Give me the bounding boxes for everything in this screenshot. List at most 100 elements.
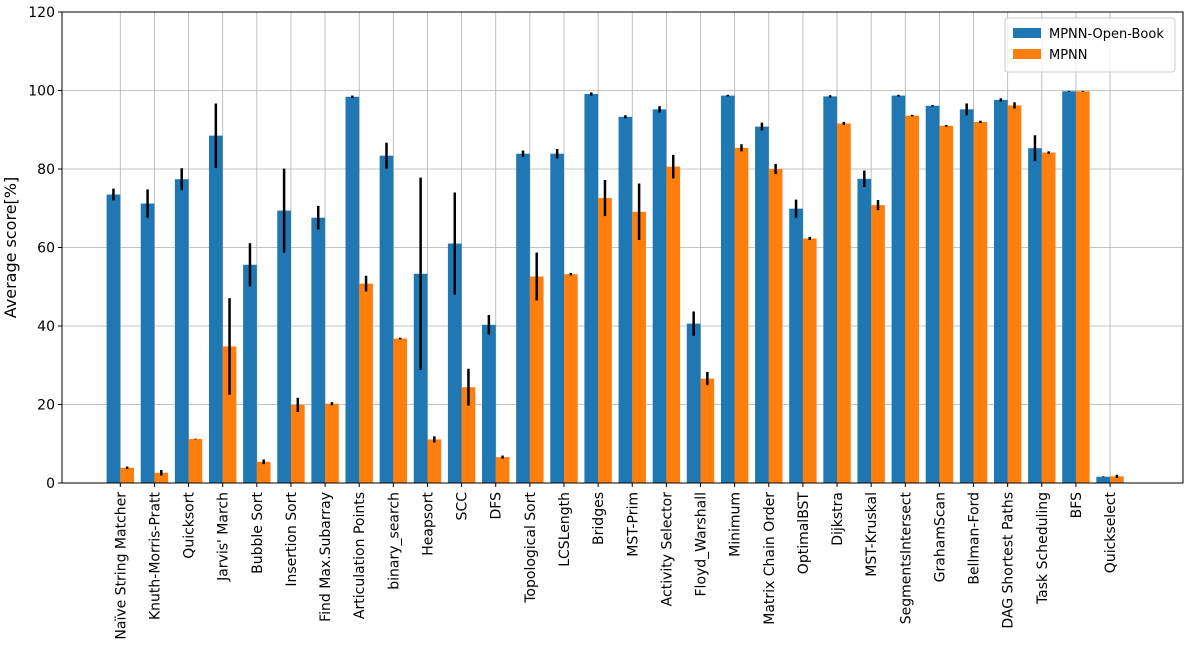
bar-mpnn <box>973 121 988 484</box>
bar-mpnn <box>939 125 954 483</box>
bar-open-book <box>516 153 530 483</box>
x-tick-label: DAG Shortest Paths <box>1001 492 1017 629</box>
x-tick-label: SCC <box>455 492 471 521</box>
bar-open-book <box>379 155 394 483</box>
x-tick-label: Task Scheduling <box>1035 492 1051 605</box>
bar-open-book <box>277 210 291 484</box>
bar-mpnn <box>154 472 169 483</box>
x-tick-label: Naïve String Matcher <box>113 492 129 640</box>
x-tick-label: Matrix Chain Order <box>762 492 778 625</box>
x-tick-label: Floyd_Warshall <box>694 492 710 597</box>
legend-swatch-open-book <box>1013 28 1041 38</box>
bar-open-book <box>106 194 121 483</box>
x-tick-label: DFS <box>489 492 505 520</box>
bar-open-book <box>311 217 326 484</box>
y-tick-label: 60 <box>37 241 55 257</box>
x-tick-label: GrahamScan <box>932 492 948 582</box>
bar-open-book <box>140 203 155 484</box>
bar-open-book <box>243 264 257 483</box>
error-bars <box>112 90 1119 478</box>
bar-mpnn <box>871 205 885 484</box>
bar-mpnn <box>734 147 749 483</box>
bars <box>106 91 1124 484</box>
legend-swatch-mpnn <box>1013 49 1041 59</box>
x-tick-label: MST-Prim <box>625 492 641 557</box>
x-tick-label: Insertion Sort <box>284 492 300 587</box>
legend: MPNN-Open-Book MPNN <box>1004 17 1176 73</box>
bar-open-book <box>686 323 701 483</box>
bar-mpnn <box>905 115 919 484</box>
x-tick-label: OptimalBST <box>796 492 812 575</box>
bar-open-book <box>618 116 633 484</box>
y-tick-label: 80 <box>37 162 55 178</box>
bar-mpnn <box>359 283 373 483</box>
x-tick-label: BFS <box>1069 492 1085 518</box>
bar-open-book <box>720 95 735 483</box>
bar-open-book <box>993 99 1008 484</box>
bar-mpnn <box>1110 476 1124 483</box>
bar-mpnn <box>837 123 851 483</box>
bar-mpnn <box>1041 152 1056 483</box>
legend-label-open-book: MPNN-Open-Book <box>1049 27 1164 42</box>
y-tick-label: 120 <box>28 5 55 21</box>
x-tick-label: Bubble Sort <box>250 491 266 573</box>
x-tick-label: Articulation Points <box>352 492 368 619</box>
x-tick-label: Knuth-Morris-Pratt <box>147 491 163 620</box>
bar-open-book <box>755 126 769 484</box>
y-tick-label: 0 <box>46 476 55 492</box>
x-tick-label: Bellman-Ford <box>967 492 983 585</box>
bar-open-book <box>345 96 360 483</box>
bar-mpnn <box>563 274 578 483</box>
bar-open-book <box>652 109 667 483</box>
bar-open-book <box>959 109 974 483</box>
bar-mpnn <box>700 378 715 483</box>
bar-open-book <box>1096 476 1111 483</box>
x-axis-ticks: Naïve String Matcher Knuth-Morris-Pratt Qu… <box>113 483 1119 640</box>
x-tick-label: Bridges <box>591 492 607 545</box>
bar-open-book <box>482 324 496 483</box>
bar-open-book <box>447 243 462 483</box>
bar-mpnn <box>120 467 134 483</box>
bar-mpnn <box>461 387 476 483</box>
bar-mpnn <box>632 211 646 483</box>
x-tick-label: LCSLength <box>557 492 573 567</box>
x-tick-label: Minimum <box>728 492 744 557</box>
x-tick-label: Quicksort <box>182 492 198 559</box>
y-axis-ticks: 0 20 40 60 80 100 120 <box>28 5 62 492</box>
legend-box <box>1004 17 1176 73</box>
bar-mpnn <box>290 404 305 483</box>
x-tick-label: Jarvis' March <box>216 492 232 582</box>
x-tick-label: Dijkstra <box>830 492 846 546</box>
bar-mpnn <box>1007 105 1022 483</box>
bar-open-book <box>1028 148 1042 483</box>
bar-mpnn <box>666 166 681 483</box>
bar-open-book <box>789 208 803 483</box>
x-tick-label: Heapsort <box>420 491 436 555</box>
bar-mpnn <box>802 238 817 483</box>
bar-mpnn <box>188 439 203 483</box>
y-axis-label: Average score[%] <box>1 177 20 318</box>
legend-label-mpnn: MPNN <box>1049 48 1088 63</box>
bar-mpnn <box>495 457 510 483</box>
bar-open-book <box>891 95 906 483</box>
x-tick-label: Find Max.Subarray <box>318 492 334 622</box>
x-tick-label: Topological Sort <box>523 492 539 604</box>
x-tick-label: Activity Selector <box>659 492 675 607</box>
bar-mpnn <box>1075 91 1090 483</box>
x-tick-label: Quickselect <box>1103 491 1119 573</box>
bar-open-book <box>925 105 940 484</box>
y-tick-label: 40 <box>37 319 55 335</box>
bar-open-book <box>208 135 223 483</box>
bar-open-book <box>584 94 599 483</box>
bar-mpnn <box>222 346 237 483</box>
y-tick-label: 100 <box>28 84 55 100</box>
bar-open-book <box>174 179 189 483</box>
bar-open-book <box>1062 91 1076 483</box>
bar-open-book <box>413 273 428 483</box>
bar-mpnn <box>393 338 408 483</box>
bar-open-book <box>823 96 838 483</box>
x-tick-label: MST-Kruskal <box>864 492 880 577</box>
bar-mpnn <box>529 276 544 483</box>
bar-open-book <box>857 178 872 483</box>
